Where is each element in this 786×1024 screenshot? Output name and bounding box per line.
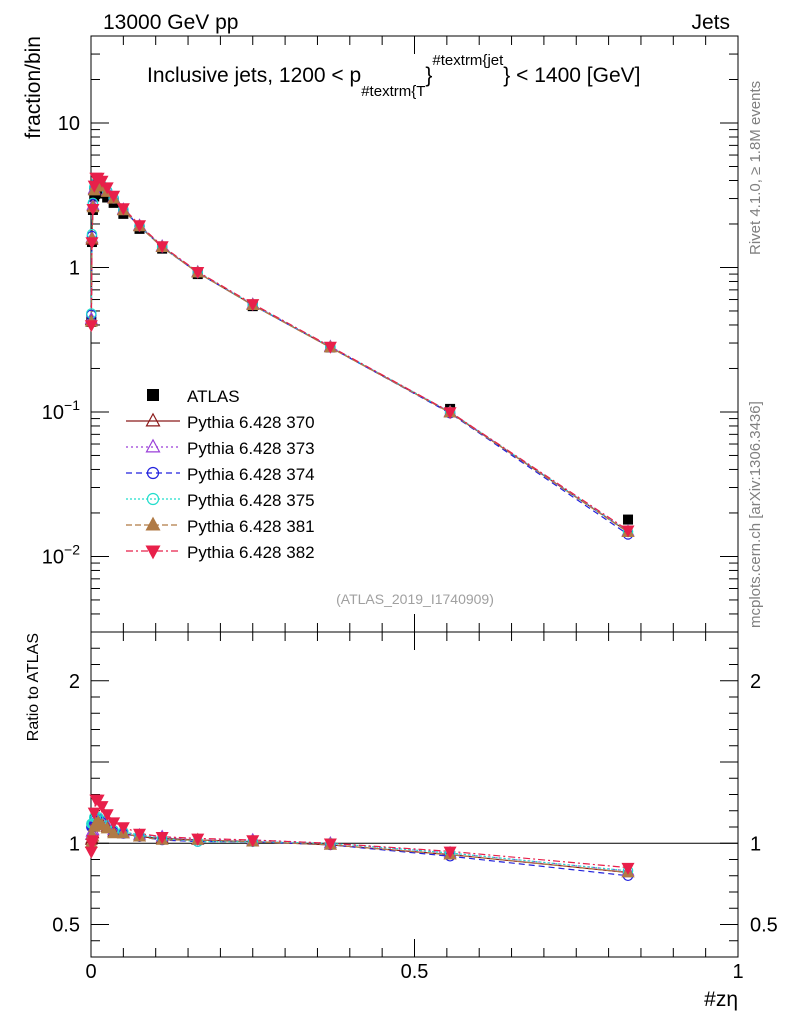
legend-label-1: Pythia 6.428 373 [187, 439, 315, 458]
energy-label: 13000 GeV pp [103, 11, 238, 34]
chart-title: Inclusive jets, 1200 < p#textrm{T}#textr… [147, 52, 640, 100]
mcplots-label: mcplots.cern.ch [arXiv:1306.3436] [747, 401, 764, 628]
chart-title-sub: #textrm{T [361, 83, 425, 100]
series-ratio-marker-5 [443, 846, 457, 859]
series-ratio-marker-5 [191, 833, 205, 846]
rivet-label: Rivet 4.1.0, ≥ 1.8M events [747, 81, 764, 255]
y-tick-label-ratio: 0.5 [52, 915, 80, 937]
chart-title-prefix: Inclusive jets, 1200 < p [147, 64, 361, 87]
y-tick-label-exp: −1 [64, 397, 80, 413]
y-tick-label-main: 10 [58, 113, 80, 135]
y-tick-label-ratio-right: 0.5 [750, 915, 778, 937]
series-marker-5 [107, 190, 121, 203]
series-line-main-4 [90, 184, 629, 533]
series-ratio-marker-5 [133, 828, 147, 841]
y-tick-label-exp: −2 [64, 541, 80, 557]
series-ratio-marker-4 [100, 821, 114, 834]
legend-label-3: Pythia 6.428 375 [187, 491, 315, 510]
category-label: Jets [691, 11, 730, 34]
series-ratio-marker-5 [86, 835, 100, 848]
series-marker-5 [621, 525, 635, 538]
data-point-atlas [102, 192, 113, 203]
data-point-atlas [623, 514, 634, 525]
series-ratio-marker-5 [100, 809, 114, 822]
series-marker-5 [85, 237, 99, 250]
legend-marker-5 [145, 545, 161, 560]
series-marker-5 [86, 204, 100, 217]
series-marker-5 [191, 266, 205, 280]
ratio-y-axis-label: Ratio to ATLAS [25, 633, 42, 741]
legend-marker-2 [146, 466, 160, 480]
legend-label-5: Pythia 6.428 382 [187, 543, 315, 562]
x-tick-label: 0.5 [401, 961, 429, 983]
y-tick-label-ratio-right: 1 [750, 833, 761, 855]
legend-label-4: Pythia 6.428 381 [187, 517, 315, 536]
series-ratio-marker-5 [107, 817, 121, 830]
y-tick-label-main: 10−1 [42, 397, 80, 424]
y-tick-label-base: 10 [42, 402, 64, 424]
series-marker-5 [443, 407, 457, 420]
series-ratio-marker-5 [323, 838, 337, 851]
legend-marker-1 [145, 438, 161, 453]
legend: ATLAS Pythia 6.428 370 Pythia 6.428 373 Pyt… [126, 387, 315, 562]
legend-label-atlas: ATLAS [187, 387, 240, 406]
chart-title-suffix: } < 1400 [GeV] [503, 64, 640, 87]
series-marker-5 [84, 320, 98, 333]
series-ratio-marker-5 [87, 807, 101, 820]
series-ratio-marker-5 [116, 822, 130, 835]
x-axis-label: #zη [704, 988, 738, 1011]
series-marker-5 [133, 220, 147, 233]
series-marker-5 [95, 175, 109, 188]
series-marker-5 [323, 341, 337, 354]
legend-marker-0 [145, 412, 161, 427]
series-ratio-marker-5 [95, 801, 109, 814]
series-marker-5 [116, 203, 130, 216]
y-tick-label-ratio: 1 [69, 833, 80, 855]
series-ratio-marker-5 [155, 832, 169, 845]
y-tick-label-base: 10 [42, 546, 64, 568]
legend-marker-atlas [147, 389, 159, 401]
y-tick-label-main: 1 [69, 257, 80, 279]
legend-label-0: Pythia 6.428 370 [187, 413, 315, 432]
series-ratio-marker-5 [91, 794, 105, 807]
analysis-watermark: (ATLAS_2019_I1740909) [336, 591, 494, 607]
y-tick-label-ratio: 2 [69, 671, 80, 693]
series-marker-5 [100, 182, 114, 195]
series-ratio-marker-5 [246, 835, 260, 848]
x-tick-label: 1 [732, 961, 743, 983]
series-ratio-marker-4 [107, 826, 121, 839]
legend-marker-3 [146, 492, 160, 506]
y-tick-label-ratio-right: 2 [750, 671, 761, 693]
x-tick-label: 0 [85, 961, 96, 983]
series-markers [84, 172, 635, 882]
chart-title-brace: } [425, 64, 432, 87]
y-axis-label: fraction/bin [22, 36, 45, 139]
legend-marker-4 [145, 516, 161, 531]
series-marker-5 [246, 299, 260, 312]
chart-title-sup: #textrm{jet [432, 52, 504, 69]
series-marker-5 [155, 241, 169, 254]
legend-label-2: Pythia 6.428 374 [187, 465, 315, 484]
series-ratio-marker-5 [621, 862, 635, 875]
y-tick-label-main: 10−2 [42, 541, 80, 568]
